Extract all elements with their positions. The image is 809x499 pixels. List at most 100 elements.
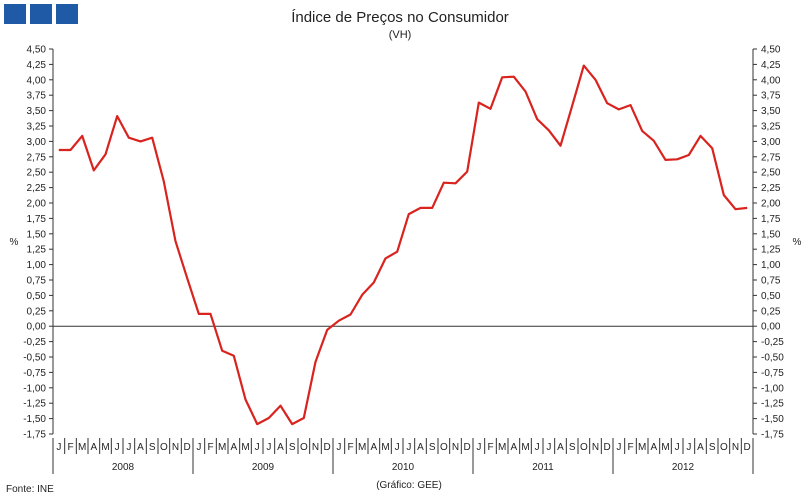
month-tick-label: M xyxy=(498,442,506,453)
y-tick-label-left: 1,75 xyxy=(27,214,47,225)
month-tick-label: F xyxy=(487,442,493,453)
month-tick-label: J xyxy=(686,442,691,453)
y-tick-label-right: 4,50 xyxy=(761,45,781,56)
month-tick-label: M xyxy=(101,442,109,453)
y-tick-label-right: -0,25 xyxy=(761,337,784,348)
y-tick-label-left: 3,50 xyxy=(27,106,47,117)
source-note: Fonte: INE xyxy=(6,484,54,495)
month-tick-label: S xyxy=(289,442,296,453)
month-tick-label: J xyxy=(616,442,621,453)
month-tick-label: J xyxy=(406,442,411,453)
month-tick-label: A xyxy=(230,442,237,453)
y-tick-label-right: 2,25 xyxy=(761,183,781,194)
y-tick-label-left: 0,50 xyxy=(27,291,47,302)
month-tick-label: A xyxy=(90,442,97,453)
month-tick-label: A xyxy=(557,442,564,453)
month-tick-label: D xyxy=(744,442,751,453)
y-axis-label-right: % xyxy=(793,237,802,248)
y-tick-label-right: 0,25 xyxy=(761,306,781,317)
y-tick-label-right: 1,25 xyxy=(761,245,781,256)
month-tick-label: O xyxy=(720,442,728,453)
month-tick-label: A xyxy=(137,442,144,453)
y-tick-label-right: -1,50 xyxy=(761,414,784,425)
y-tick-label-left: 1,50 xyxy=(27,229,47,240)
y-tick-label-left: 1,25 xyxy=(27,245,47,256)
month-tick-label: O xyxy=(440,442,448,453)
y-tick-label-left: 2,50 xyxy=(27,168,47,179)
month-tick-label: N xyxy=(592,442,599,453)
month-tick-label: M xyxy=(78,442,86,453)
y-tick-label-right: 3,50 xyxy=(761,106,781,117)
logo-square xyxy=(56,4,78,24)
y-tick-label-right: 1,75 xyxy=(761,214,781,225)
month-tick-label: J xyxy=(126,442,131,453)
axes-group: 4,50 4,50 4,25 4,25 4,00 4,00 3,75 3,75 3,50 3,50… xyxy=(23,45,784,441)
y-tick-label-left: 3,75 xyxy=(27,91,47,102)
month-tick-label: N xyxy=(312,442,319,453)
month-tick-label: J xyxy=(395,442,400,453)
chart-credit: (Gráfico: GEE) xyxy=(376,480,442,491)
month-tick-label: J xyxy=(476,442,481,453)
y-tick-label-right: 1,00 xyxy=(761,260,781,271)
y-tick-label-left: -0,75 xyxy=(23,368,46,379)
y-tick-label-right: 3,25 xyxy=(761,122,781,133)
month-tick-label: J xyxy=(115,442,120,453)
y-tick-label-left: -1,50 xyxy=(23,414,46,425)
y-tick-label-left: 4,50 xyxy=(27,45,47,56)
month-tick-label: S xyxy=(569,442,576,453)
y-tick-label-left: 0,00 xyxy=(27,322,47,333)
month-tick-label: J xyxy=(255,442,260,453)
y-tick-label-left: -1,25 xyxy=(23,399,46,410)
y-tick-label-left: -0,25 xyxy=(23,337,46,348)
month-tick-label: F xyxy=(347,442,353,453)
series-group xyxy=(58,64,748,426)
month-tick-label: A xyxy=(370,442,377,453)
month-tick-label: N xyxy=(172,442,179,453)
month-tick-label: M xyxy=(381,442,389,453)
month-tick-label: J xyxy=(196,442,201,453)
chart-subtitle: (VH) xyxy=(389,29,412,41)
y-tick-label-left: 2,25 xyxy=(27,183,47,194)
logo-square xyxy=(4,4,26,24)
y-tick-label-right: -1,75 xyxy=(761,430,784,441)
y-tick-label-right: 4,00 xyxy=(761,75,781,86)
y-tick-label-right: 2,50 xyxy=(761,168,781,179)
y-tick-label-right: 3,00 xyxy=(761,137,781,148)
month-tick-label: M xyxy=(241,442,249,453)
month-tick-label: M xyxy=(661,442,669,453)
month-tick-label: F xyxy=(67,442,73,453)
y-tick-label-right: -0,50 xyxy=(761,353,784,364)
month-tick-label: O xyxy=(580,442,588,453)
month-tick-label: A xyxy=(697,442,704,453)
month-tick-label: M xyxy=(218,442,226,453)
y-tick-label-left: 0,75 xyxy=(27,276,47,287)
y-tick-label-left: 4,25 xyxy=(27,60,47,71)
month-tick-label: N xyxy=(452,442,459,453)
year-tick-label: 2012 xyxy=(672,462,695,473)
month-tick-label: A xyxy=(510,442,517,453)
month-tick-label: J xyxy=(336,442,341,453)
y-tick-label-left: 2,00 xyxy=(27,199,47,210)
y-tick-label-right: 4,25 xyxy=(761,60,781,71)
y-tick-label-left: -0,50 xyxy=(23,353,46,364)
month-tick-label: D xyxy=(604,442,611,453)
y-tick-label-left: 0,25 xyxy=(27,306,47,317)
month-tick-label: J xyxy=(535,442,540,453)
y-tick-label-left: 3,25 xyxy=(27,122,47,133)
logo-square xyxy=(30,4,52,24)
y-tick-label-left: -1,00 xyxy=(23,383,46,394)
month-tick-label: J xyxy=(56,442,61,453)
y-tick-label-right: -0,75 xyxy=(761,368,784,379)
y-tick-label-left: 1,00 xyxy=(27,260,47,271)
month-tick-label: O xyxy=(300,442,308,453)
y-tick-label-right: -1,00 xyxy=(761,383,784,394)
y-tick-label-right: 3,75 xyxy=(761,91,781,102)
chart-title: Índice de Preços no Consumidor xyxy=(291,9,509,26)
y-tick-label-left: 3,00 xyxy=(27,137,47,148)
month-tick-label: M xyxy=(521,442,529,453)
month-tick-label: A xyxy=(277,442,284,453)
month-tick-label: D xyxy=(324,442,331,453)
ine-logo-icon xyxy=(4,4,78,24)
month-tick-label: J xyxy=(675,442,680,453)
